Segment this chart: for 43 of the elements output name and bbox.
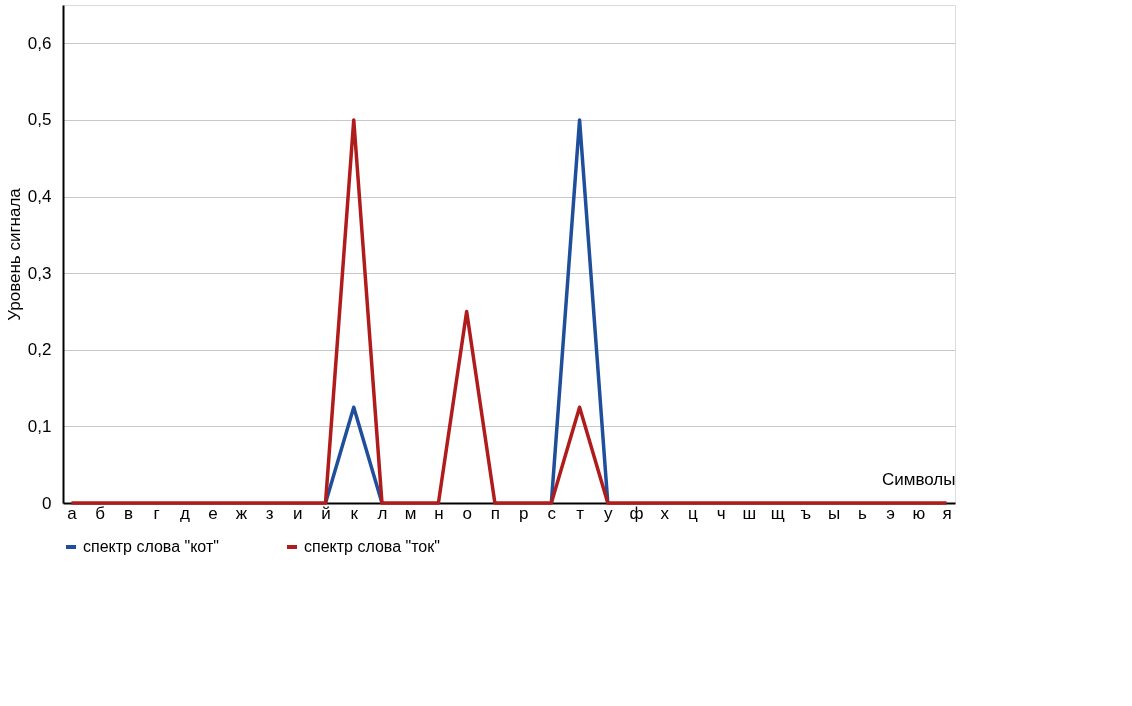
x-tick-label: ы	[828, 503, 841, 523]
y-tick-label: 0,2	[27, 340, 52, 360]
x-tick-label: н	[434, 503, 444, 523]
x-tick-label: д	[179, 503, 190, 523]
x-tick-label: з	[265, 503, 274, 523]
x-tick-label: с	[547, 503, 557, 523]
x-tick-label: ъ	[800, 503, 812, 523]
x-tick-label: х	[660, 503, 670, 523]
x-tick-label: ж	[235, 503, 248, 523]
x-tick-label: л	[377, 503, 388, 523]
x-tick-label: я	[942, 503, 952, 523]
x-tick-label: г	[153, 503, 160, 523]
x-tick-label: ш	[742, 503, 757, 523]
y-tick-label: 0,3	[27, 263, 52, 283]
legend-label: спектр слова "кот"	[83, 538, 219, 555]
x-tick-label: к	[350, 503, 359, 523]
x-tick-label: т	[576, 503, 585, 523]
x-tick-label: ф	[629, 503, 644, 523]
x-tick-label: щ	[770, 503, 785, 523]
x-tick-label: б	[95, 503, 106, 523]
y-tick-label: 0,6	[27, 33, 52, 53]
x-tick-label: а	[67, 503, 78, 523]
x-tick-label: р	[518, 503, 529, 523]
x-tick-label: ч	[716, 503, 726, 523]
x-tick-label: м	[404, 503, 417, 523]
y-tick-label: 0,5	[27, 110, 52, 130]
x-tick-label: у	[604, 503, 614, 523]
x-tick-label: ц	[688, 503, 699, 523]
x-tick-label: о	[462, 503, 472, 523]
legend-label: спектр слова "ток"	[304, 538, 440, 555]
y-tick-label: 0,4	[27, 187, 52, 207]
x-axis-title: Символы	[881, 469, 956, 489]
x-tick-label: ь	[857, 503, 867, 523]
x-tick-label: э	[886, 503, 895, 523]
x-tick-label: ю	[912, 503, 926, 523]
x-tick-label: и	[293, 503, 303, 523]
x-tick-label: е	[208, 503, 218, 523]
x-tick-label: в	[123, 503, 133, 523]
x-tick-label: й	[321, 503, 331, 523]
x-tick-label: п	[490, 503, 500, 523]
y-tick-label: 0,1	[27, 416, 52, 436]
y-tick-label: 0	[42, 493, 52, 513]
y-axis-title: Уровень сигнала	[4, 187, 24, 321]
